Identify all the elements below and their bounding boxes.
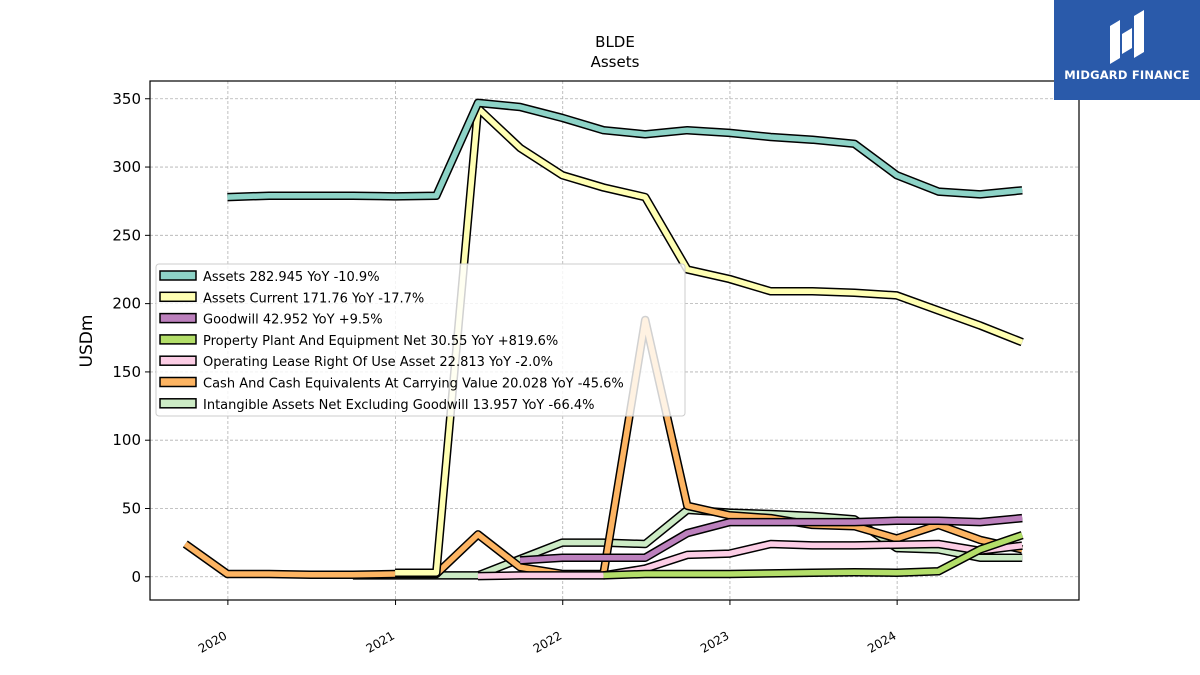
legend-box xyxy=(155,263,686,417)
x-tick-label: 2021 xyxy=(364,628,397,655)
series-line xyxy=(519,515,1023,564)
chart-subtitle: Assets xyxy=(591,53,640,71)
y-tick-label: 200 xyxy=(112,295,141,313)
y-tick-label: 300 xyxy=(112,158,141,176)
legend: Assets 282.945 YoY -10.9% Assets Current … xyxy=(155,263,686,417)
legend-entry: Operating Lease Right Of Use Asset 22.81… xyxy=(203,355,553,370)
series-property-plant-and-equipment-net xyxy=(603,531,1024,580)
x-tick-label: 2022 xyxy=(531,628,564,655)
series-assets-current xyxy=(395,104,1024,577)
x-tick-label: 2024 xyxy=(865,628,898,655)
chart-title: BLDE xyxy=(595,33,635,51)
brand-name: MIDGARD FINANCE xyxy=(1064,68,1190,82)
series-line xyxy=(395,105,1024,576)
x-tick-label: 2023 xyxy=(698,628,731,655)
legend-swatch xyxy=(159,398,197,409)
series-line-outline xyxy=(227,98,1023,202)
series-assets xyxy=(227,98,1023,202)
legend-entry: Property Plant And Equipment Net 30.55 Y… xyxy=(203,334,558,349)
legend-entry: Goodwill 42.952 YoY +9.5% xyxy=(203,313,383,328)
series-line xyxy=(603,532,1024,579)
series-line xyxy=(477,541,1023,579)
legend-entry: Intangible Assets Net Excluding Goodwill… xyxy=(203,398,594,413)
legend-swatch xyxy=(159,334,197,345)
legend-entry: Assets Current 171.76 YoY -17.7% xyxy=(203,291,424,306)
legend-swatch xyxy=(159,270,197,281)
plot-frame xyxy=(149,80,1080,601)
y-tick-label: 350 xyxy=(112,90,141,108)
y-tick-label: 50 xyxy=(122,499,141,517)
series-layer xyxy=(182,98,1024,581)
x-tick-label: 2020 xyxy=(196,628,229,655)
midgard-logo-icon xyxy=(1110,10,1144,64)
y-tick-label: 100 xyxy=(112,431,141,449)
legend-swatch xyxy=(159,355,197,366)
series-goodwill xyxy=(519,513,1023,565)
y-tick-label: 250 xyxy=(112,226,141,244)
series-line xyxy=(227,100,1023,200)
brand-logo: MIDGARD FINANCE xyxy=(1054,0,1200,100)
legend-swatch xyxy=(159,291,197,303)
legend-entry: Assets 282.945 YoY -10.9% xyxy=(203,270,380,285)
legend-entry: Cash And Cash Equivalents At Carrying Va… xyxy=(203,377,624,392)
legend-swatch xyxy=(159,376,197,388)
series-operating-lease-right-of-use-asset xyxy=(477,539,1023,581)
legend-swatch xyxy=(159,312,197,324)
y-axis-label: USDm xyxy=(77,315,97,368)
y-tick-label: 150 xyxy=(112,363,141,381)
y-tick-label: 0 xyxy=(131,568,141,586)
